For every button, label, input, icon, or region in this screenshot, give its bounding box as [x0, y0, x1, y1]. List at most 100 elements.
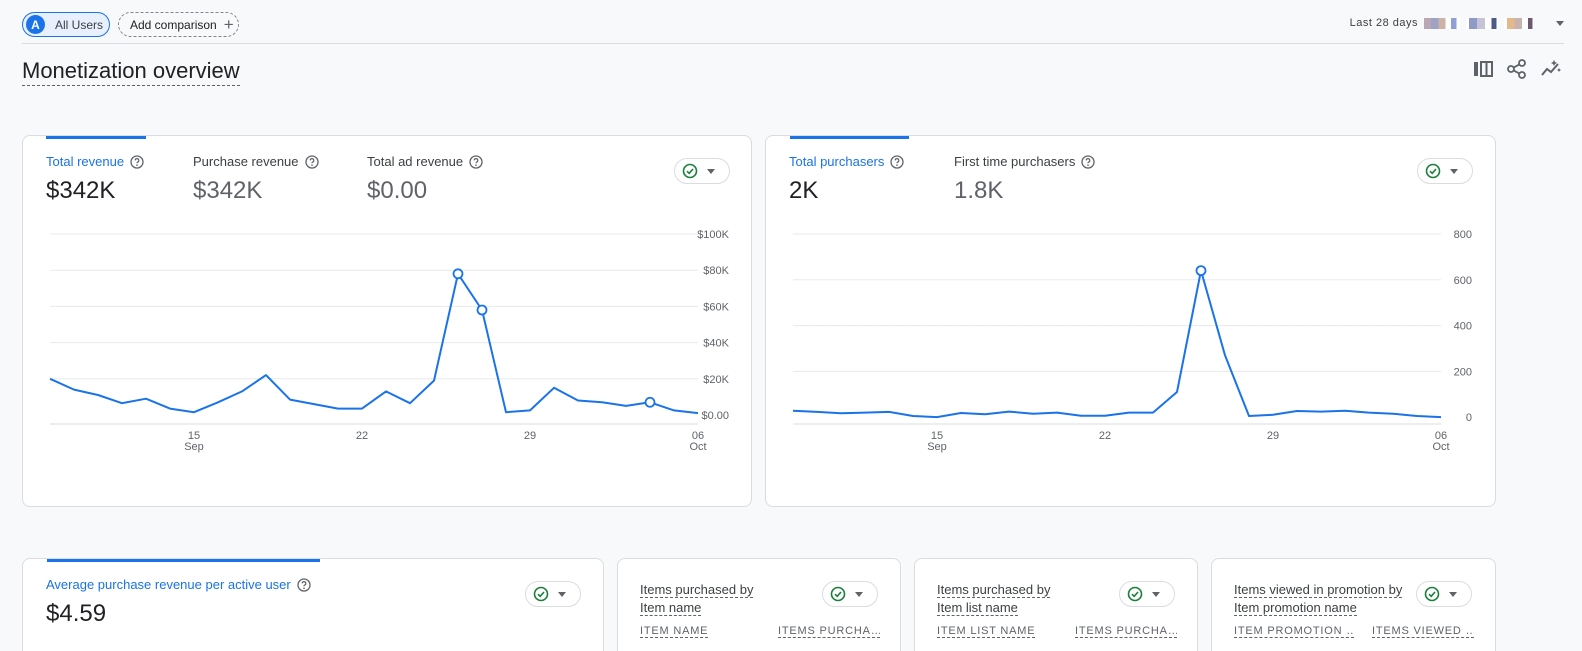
check-circle-icon	[533, 586, 549, 602]
help-icon[interactable]	[469, 154, 483, 169]
y-tick-label: $20K	[703, 374, 729, 386]
metric-value: $0.00	[367, 177, 428, 204]
redacted-date-compare	[1504, 17, 1534, 29]
help-icon[interactable]	[890, 154, 905, 169]
metric-label: First time purchasers	[954, 154, 1076, 169]
metric-label: Total revenue	[46, 154, 125, 169]
card-title-metric[interactable]: Items purchased by	[937, 582, 1051, 598]
segment-label: All Users	[55, 17, 104, 32]
metric-value: $342K	[46, 177, 116, 204]
metric-value: $342K	[193, 177, 263, 204]
series-line	[792, 269, 1442, 419]
card-title-metric[interactable]: Items viewed in promotion by	[1234, 582, 1403, 598]
card-options-dropdown[interactable]	[822, 581, 878, 607]
metric-value: $4.59	[46, 600, 107, 627]
x-tick-label: 06	[1435, 430, 1447, 442]
insights-icon[interactable]	[1540, 58, 1562, 80]
card-title-dimension[interactable]: Item name	[640, 600, 702, 616]
caret-down-icon	[1449, 591, 1457, 597]
compare-view-icon[interactable]	[1472, 58, 1494, 80]
items-by-item-name-card: Items purchased by Item name ITEM NAME I…	[617, 558, 901, 651]
metric-tab-purchase-revenue[interactable]: Purchase revenue $342K	[193, 154, 319, 205]
x-tick-label: 29	[1267, 430, 1279, 442]
column-header-metric[interactable]: ITEMS PURCHA…	[1075, 625, 1177, 638]
caret-down-icon	[855, 591, 863, 597]
active-tab-indicator	[47, 559, 320, 562]
card-options-dropdown[interactable]	[1119, 581, 1175, 607]
card-title: Items purchased by Item list name	[937, 581, 1107, 617]
card-options-dropdown[interactable]	[1416, 581, 1472, 607]
add-comparison-button[interactable]: Add comparison +	[118, 12, 239, 37]
arpu-card: Average purchase revenue per active user…	[22, 558, 604, 651]
x-tick-label: 15	[931, 430, 943, 442]
y-tick-label: $80K	[703, 265, 729, 277]
card-options-dropdown[interactable]	[1417, 158, 1473, 184]
x-tick-month-label: Sep	[184, 441, 204, 453]
column-header-dimension[interactable]: ITEM NAME	[640, 625, 709, 638]
plus-icon: +	[223, 15, 234, 34]
help-icon[interactable]	[297, 577, 311, 592]
help-icon[interactable]	[304, 154, 319, 169]
active-tab-indicator	[46, 136, 146, 139]
card-options-dropdown[interactable]	[525, 581, 581, 607]
title-actions	[1472, 58, 1562, 80]
metric-label: Average purchase revenue per active user	[46, 577, 291, 592]
caret-down-icon	[1450, 168, 1458, 174]
caret-down-icon	[558, 591, 566, 597]
metric-tab-total-purchasers[interactable]: Total purchasers 2K	[789, 154, 905, 205]
items-viewed-in-promotion-card: Items viewed in promotion by Item promot…	[1211, 558, 1496, 651]
card-options-dropdown[interactable]	[674, 158, 730, 184]
card-title-metric[interactable]: Items purchased by	[640, 582, 754, 598]
data-point-marker	[452, 268, 464, 280]
help-icon[interactable]	[130, 154, 144, 169]
top-bar: A All Users Add comparison + Last 28 day…	[22, 11, 1564, 44]
check-circle-icon	[1425, 163, 1441, 179]
column-header-dimension[interactable]: ITEM LIST NAME	[937, 625, 1036, 638]
y-tick-label: 600	[1454, 275, 1472, 287]
series-line	[49, 272, 699, 415]
y-tick-label: 400	[1454, 321, 1472, 333]
page-title[interactable]: Monetization overview	[22, 58, 240, 86]
metric-label: Total purchasers	[789, 154, 885, 169]
x-tick-month-label: Oct	[689, 441, 706, 453]
items-by-item-list-name-card: Items purchased by Item list name ITEM L…	[914, 558, 1198, 651]
metric-value: 1.8K	[954, 177, 1004, 204]
check-circle-icon	[830, 586, 846, 602]
help-icon[interactable]	[1081, 154, 1096, 169]
segment-chip-all-users[interactable]: A All Users	[22, 12, 110, 37]
metric-tab-total-ad-revenue[interactable]: Total ad revenue $0.00	[367, 154, 483, 205]
data-point-marker	[476, 304, 488, 316]
check-circle-icon	[1127, 586, 1143, 602]
check-circle-icon	[1424, 586, 1440, 602]
add-comparison-label: Add comparison	[130, 17, 217, 32]
date-range-picker[interactable]: Last 28 days	[1350, 17, 1534, 29]
x-tick-month-label: Sep	[927, 441, 947, 453]
date-range-caret-icon[interactable]	[1556, 21, 1564, 26]
redacted-date-start	[1424, 17, 1460, 29]
card-title-dimension[interactable]: Item list name	[937, 600, 1018, 616]
y-tick-label: $60K	[703, 301, 729, 313]
column-header-metric[interactable]: ITEMS VIEWED …	[1372, 625, 1474, 638]
metric-tab-first-time-purchasers[interactable]: First time purchasers 1.8K	[954, 154, 1096, 205]
x-tick-month-label: Oct	[1432, 441, 1449, 453]
metric-label: Total ad revenue	[367, 154, 464, 169]
column-header-dimension[interactable]: ITEM PROMOTION …	[1234, 625, 1354, 638]
x-tick-label: 15	[188, 430, 200, 442]
share-icon[interactable]	[1506, 58, 1528, 80]
metric-tab-total-revenue[interactable]: Total revenue $342K	[46, 154, 144, 205]
revenue-card: Total revenue $342K Purchase revenue $34…	[22, 135, 752, 507]
metric-label: Purchase revenue	[193, 154, 299, 169]
card-title-dimension[interactable]: Item promotion name	[1234, 600, 1357, 616]
column-header-metric[interactable]: ITEMS PURCHA…	[778, 625, 880, 638]
redacted-date-end	[1466, 17, 1498, 29]
card-title: Items purchased by Item name	[640, 581, 810, 617]
caret-down-icon	[707, 168, 715, 174]
data-point-marker	[1195, 265, 1207, 277]
purchasers-card: Total purchasers 2K First time purchaser…	[765, 135, 1496, 507]
y-tick-label: 800	[1454, 229, 1472, 241]
y-tick-label: $100K	[697, 229, 729, 241]
metric-tab-arpu[interactable]: Average purchase revenue per active user…	[46, 577, 311, 628]
date-range-label: Last 28 days	[1349, 17, 1418, 29]
